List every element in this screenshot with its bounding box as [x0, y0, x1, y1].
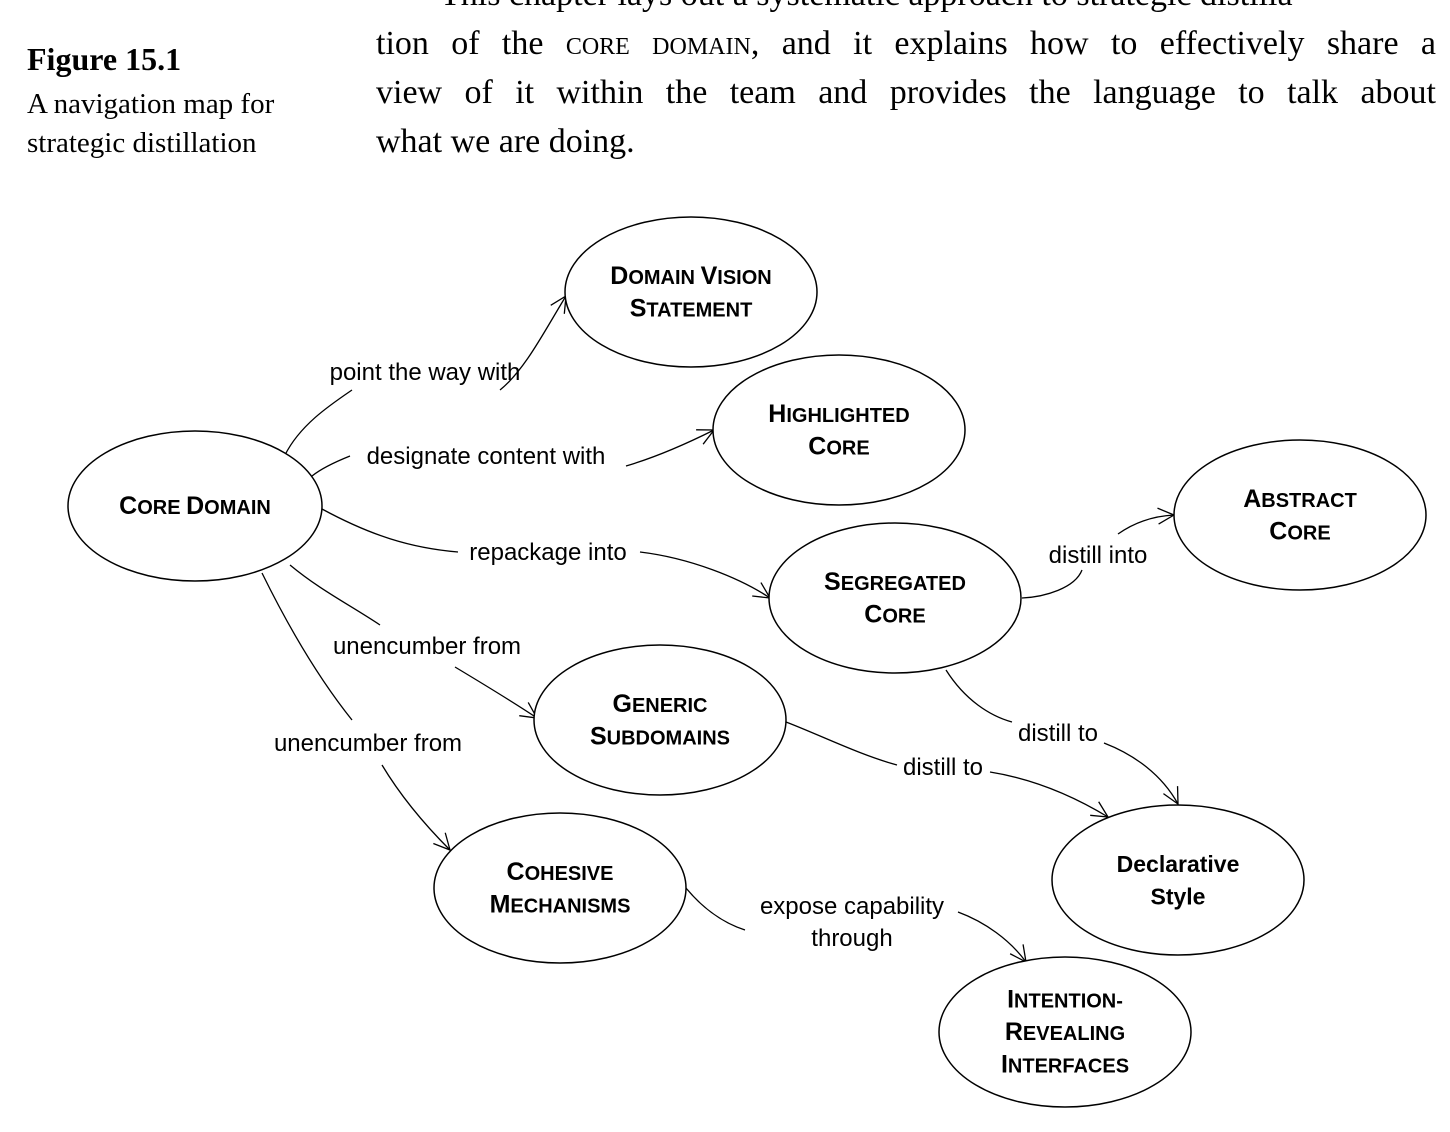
- body-line-3: what we are doing.: [376, 123, 635, 160]
- node-highlighted-core: HIGHLIGHTED CORE: [712, 354, 966, 506]
- node-ellipse: [533, 644, 787, 796]
- edges-layer: point the way with designate content with…: [261, 294, 1179, 964]
- figure-caption-line-2: strategic distillation: [27, 127, 257, 159]
- edge-unencumber-generic: unencumber from: [289, 564, 539, 719]
- edge-label: distill into: [1049, 542, 1148, 569]
- figure-label: Figure 15.1: [27, 41, 182, 77]
- edge-label: unencumber from: [333, 633, 521, 660]
- edge-line: [289, 564, 538, 719]
- node-ellipse: [564, 216, 818, 368]
- edge-designate-content: designate content with: [311, 429, 716, 477]
- node-cohesive-mechanisms: COHESIVE MECHANISMS: [433, 812, 687, 964]
- body-paragraph: tion of the CORE DOMAIN, and it explains…: [376, 19, 1436, 166]
- node-label: REVEALING: [1005, 1018, 1125, 1046]
- node-segregated-core: SEGREGATED CORE: [768, 522, 1022, 674]
- edge-line: [284, 295, 567, 456]
- node-ellipse: [768, 522, 1022, 674]
- node-ellipse: [67, 430, 323, 582]
- edge-label: designate content with: [367, 443, 606, 470]
- arrowhead-icon: [1163, 786, 1179, 806]
- edge-generic-distill-to: distill to: [785, 721, 1110, 818]
- node-label: SEGREGATED: [824, 568, 966, 596]
- edge-line: [1021, 514, 1175, 599]
- node-label: CORE: [864, 600, 925, 628]
- node-label: CORE: [1269, 517, 1330, 545]
- edge-repackage-into: repackage into: [321, 508, 772, 599]
- node-label: INTERFACES: [1001, 1051, 1129, 1079]
- node-label: CORE DOMAIN: [119, 492, 271, 520]
- figure-caption-line-1: A navigation map for: [27, 88, 275, 120]
- node-label: HIGHLIGHTED: [768, 400, 909, 428]
- body-line-1: tion of the CORE DOMAIN, and it explains…: [376, 19, 1436, 68]
- core-domain-term: CORE DOMAIN: [565, 25, 751, 62]
- node-label: DOMAIN VISION: [610, 262, 771, 290]
- node-ellipse: [1173, 439, 1427, 591]
- node-label: CORE: [808, 432, 869, 460]
- body-line-1-end: , and it explains how to effectively sha…: [750, 25, 1436, 62]
- node-label: COHESIVE: [507, 858, 614, 886]
- body-line-1-start: tion of the: [376, 25, 566, 62]
- edge-label: unencumber from: [274, 730, 462, 757]
- edge-label: distill to: [903, 754, 983, 781]
- body-line-2: view of it within the team and provides …: [376, 74, 1436, 111]
- edge-line: [945, 669, 1179, 805]
- edge-label: through: [811, 925, 892, 952]
- node-ellipse: [1051, 804, 1305, 956]
- edge-expose-capability: expose capability through: [685, 887, 1027, 964]
- edge-line: [685, 887, 1027, 963]
- edge-segregated-distill-to: distill to: [945, 669, 1179, 806]
- node-intention-revealing-interfaces: INTENTION- REVEALING INTERFACES: [938, 956, 1192, 1108]
- edge-line: [321, 508, 771, 599]
- node-generic-subdomains: GENERIC SUBDOMAINS: [533, 644, 787, 796]
- edge-line: [785, 721, 1109, 818]
- edge-distill-into: distill into: [1021, 507, 1176, 599]
- node-ellipse: [433, 812, 687, 964]
- edge-line: [311, 429, 715, 477]
- node-domain-vision-statement: DOMAIN VISION STATEMENT: [564, 216, 818, 368]
- node-core-domain: CORE DOMAIN: [67, 430, 323, 582]
- node-label: GENERIC: [612, 690, 707, 718]
- node-ellipse: [938, 956, 1192, 1108]
- node-label: Declarative: [1117, 851, 1240, 877]
- edge-label: repackage into: [469, 539, 626, 566]
- node-declarative-style: Declarative Style: [1051, 804, 1305, 956]
- edge-point-the-way: point the way with: [284, 294, 567, 456]
- node-label: SUBDOMAINS: [590, 722, 730, 750]
- node-label: INTENTION-: [1007, 986, 1123, 1014]
- figure-caption: A navigation map for strategic distillat…: [27, 85, 347, 163]
- node-label: MECHANISMS: [490, 890, 631, 918]
- edge-unencumber-cohesive: unencumber from: [261, 572, 462, 852]
- edge-label: expose capability: [760, 893, 944, 920]
- arrowhead-icon: [433, 832, 451, 852]
- cropped-paragraph-line: This chapter lays out a systematic appro…: [440, 0, 1304, 12]
- node-label: Style: [1151, 883, 1206, 909]
- edge-label: distill to: [1018, 720, 1098, 747]
- nodes-layer: CORE DOMAIN DOMAIN VISION STATEMENT HIGHLIG…: [67, 216, 1427, 1108]
- node-abstract-core: ABSTRACT CORE: [1173, 439, 1427, 591]
- node-ellipse: [712, 354, 966, 506]
- edge-line: [261, 572, 451, 851]
- node-label: STATEMENT: [630, 294, 753, 322]
- node-label: ABSTRACT: [1243, 485, 1357, 513]
- edge-label: point the way with: [330, 359, 521, 386]
